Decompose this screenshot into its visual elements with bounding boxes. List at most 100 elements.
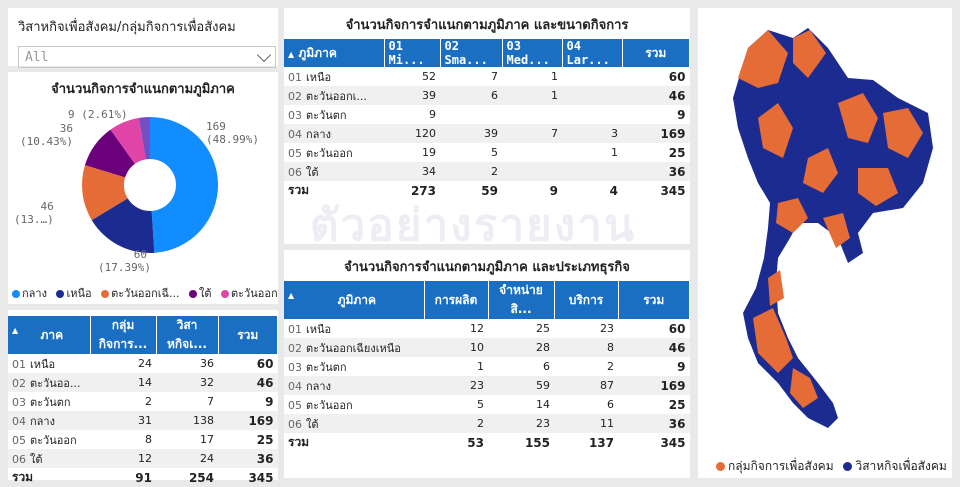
col-header[interactable]: 03 Med... (502, 39, 563, 67)
map-region-orange (803, 148, 838, 193)
table-total-cell: 53 (467, 435, 484, 450)
table-cell: 9 (677, 359, 686, 374)
donut-slice[interactable] (82, 165, 128, 221)
col-header-region[interactable]: ▲ ภาค (8, 316, 91, 354)
col-header-region[interactable]: ▲ ภูมิภาค (284, 281, 425, 319)
table-total-cell: 9 (549, 183, 558, 198)
thailand-map[interactable] (698, 8, 952, 448)
table-region-by-kind: ▲ ภาค กลุ่มกิจการ... วิสาหกิจเ... รวม 01 เ… (8, 310, 278, 485)
row-label: 05 ตะวันออก (288, 146, 353, 160)
table-row[interactable]: 03 ตะวันตก 2 7 9 (8, 392, 278, 411)
table-row[interactable]: 01 เหนือ 52 7 1 60 (284, 67, 690, 86)
table-total-cell: 4 (609, 183, 618, 198)
col-header[interactable]: 02 Sma... (440, 39, 503, 67)
row-label: 04 กลาง (284, 124, 384, 143)
table-total-cell: รวม (12, 470, 34, 484)
table-cell: 25 (668, 145, 686, 160)
table-row[interactable]: 01 เหนือ 12 25 23 60 (284, 319, 690, 338)
col-header[interactable]: กลุ่มกิจการ... (90, 316, 157, 354)
table-cell: 59 (488, 376, 554, 395)
table-cell: 25 (256, 432, 274, 447)
table-cell: 34 (384, 162, 440, 181)
table-row[interactable]: 06 ใต้ 12 24 36 (8, 449, 278, 468)
row-label: 01 เหนือ (288, 70, 332, 84)
map-region-orange (790, 368, 818, 408)
table-cell: 19 (422, 146, 436, 159)
donut-slice[interactable] (150, 117, 219, 253)
table-cell: 3 (562, 124, 622, 143)
table-title: จำนวนกิจการจำแนกตามภูมิภาค และประเภทธุรก… (344, 260, 630, 275)
col-header[interactable]: วิสาหกิจเ... (156, 316, 219, 354)
table-cell (502, 162, 562, 181)
table-cell: 39 (440, 124, 502, 143)
table-total-cell: 273 (410, 183, 436, 198)
donut-label-central: 169 (48.99%) (206, 120, 259, 146)
table-row[interactable]: 03 ตะวันตก 9 9 (284, 105, 690, 124)
table-cell (562, 67, 622, 86)
table-row[interactable]: 03 ตะวันตก 1 6 2 9 (284, 357, 690, 376)
thailand-map-card: กลุ่มกิจการเพื่อสังคม วิสาหกิจเพื่อสังคม (698, 8, 952, 478)
row-label: 06 ใต้ (284, 162, 384, 181)
table-row[interactable]: 05 ตะวันออก 19 5 1 25 (284, 143, 690, 162)
data-table: ▲ ภาค กลุ่มกิจการ... วิสาหกิจเ... รวม 01 เ… (8, 316, 278, 487)
table-cell: 2 (145, 395, 152, 408)
col-header-total[interactable]: รวม (622, 39, 690, 67)
col-header-total[interactable]: รวม (618, 281, 690, 319)
table-row[interactable]: 04 กลาง 120 39 7 3 169 (284, 124, 690, 143)
table-total-row: รวม 91 254 345 (8, 468, 278, 487)
row-label: 02 ตะวันออกเ... (284, 86, 384, 105)
data-table: ▲ ภูมิภาค 01 Mi... 02 Sma... 03 Med... 0… (284, 39, 690, 200)
table-cell: 46 (618, 338, 690, 357)
slicer-value: All (25, 50, 49, 65)
col-header[interactable]: 04 Lar... (562, 39, 623, 67)
row-label: 05 ตะวันออก (288, 398, 353, 412)
donut-slice[interactable] (91, 198, 155, 253)
table-cell: 9 (429, 108, 436, 121)
table-total-row: รวม 53 155 137 345 (284, 433, 690, 452)
map-region-orange (768, 270, 784, 306)
col-header[interactable]: จำหน่ายสิ... (488, 281, 555, 319)
legend-dot-icon (843, 462, 853, 471)
table-row[interactable]: 06 ใต้ 2 23 11 36 (284, 414, 690, 433)
slicer-dropdown[interactable]: All (18, 46, 276, 68)
table-cell: 1 (611, 146, 618, 159)
table-total-cell: รวม (288, 183, 310, 197)
donut-slice[interactable] (110, 117, 146, 164)
table-row[interactable]: 01 เหนือ 24 36 60 (8, 354, 278, 373)
table-cell: 9 (677, 107, 686, 122)
table-cell: 5 (477, 398, 484, 411)
col-header-region[interactable]: ▲ ภูมิภาค (284, 39, 385, 67)
table-row[interactable]: 06 ใต้ 34 2 36 (284, 162, 690, 181)
map-region-orange (883, 108, 923, 158)
table-row[interactable]: 02 ตะวันออ... 14 32 46 (8, 373, 278, 392)
donut-chart (82, 117, 219, 253)
col-header[interactable]: บริการ (554, 281, 619, 319)
table-cell: 87 (554, 376, 618, 395)
col-header[interactable]: 01 Mi... (384, 39, 441, 67)
table-row[interactable]: 02 ตะวันออกเฉียงเหนือ 10 28 8 46 (284, 338, 690, 357)
table-cell: 6 (607, 398, 614, 411)
table-cell: 60 (668, 321, 686, 336)
row-label: 03 ตะวันตก (288, 360, 347, 374)
table-row[interactable]: 04 กลาง 23 59 87 169 (284, 376, 690, 395)
table-row[interactable]: 04 กลาง 31 138 169 (8, 411, 278, 430)
table-row[interactable]: 05 ตะวันออก 8 17 25 (8, 430, 278, 449)
table-cell: 24 (138, 357, 152, 370)
table-row[interactable]: 05 ตะวันออก 5 14 6 25 (284, 395, 690, 414)
table-row[interactable]: 02 ตะวันออกเ... 39 6 1 46 (284, 86, 690, 105)
table-cell: 7 (207, 395, 214, 408)
donut-slice[interactable] (84, 129, 135, 178)
donut-title: จำนวนกิจการจำแนกตามภูมิภาค (51, 82, 235, 97)
donut-label-north: 60 (17.39%) (98, 248, 151, 274)
legend-dot-icon (56, 290, 65, 298)
table-cell: 25 (536, 322, 550, 335)
table-cell: 8 (554, 338, 618, 357)
donut-slice[interactable] (138, 117, 150, 160)
table-cell: 8 (145, 433, 152, 446)
table-cell (562, 105, 622, 124)
col-header[interactable]: การผลิต (424, 281, 489, 319)
table-cell: 9 (265, 394, 274, 409)
table-cell: 36 (622, 162, 690, 181)
table-total-cell: 59 (481, 183, 498, 198)
col-header-total[interactable]: รวม (218, 316, 278, 354)
